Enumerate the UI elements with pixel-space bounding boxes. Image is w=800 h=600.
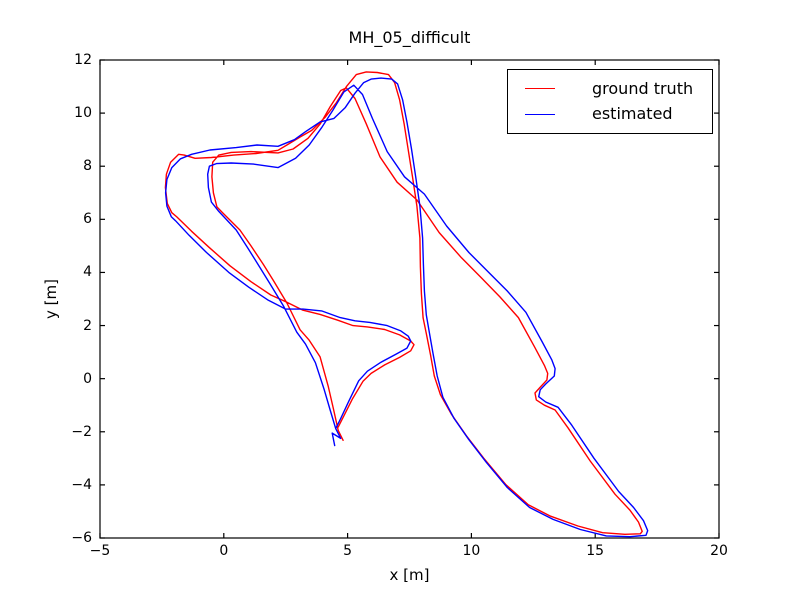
legend: ground truth estimated bbox=[507, 69, 713, 134]
y-tick-label-4: 4 bbox=[83, 264, 92, 281]
legend-item-ground-truth: ground truth bbox=[508, 80, 712, 98]
y-tick-label-10: 10 bbox=[74, 105, 92, 122]
x-tick-label--5: −5 bbox=[89, 543, 111, 559]
ground-truth-line bbox=[164, 71, 643, 535]
ground-truth-line-swatch bbox=[525, 88, 555, 90]
y-tick-label-2: 2 bbox=[83, 317, 92, 334]
tick-marks bbox=[99, 59, 720, 539]
x-tick-label-15: 15 bbox=[586, 543, 605, 559]
trajectory-lines bbox=[164, 71, 649, 538]
x-tick-label-20: 20 bbox=[710, 543, 728, 559]
y-tick-label--2: −2 bbox=[71, 423, 92, 440]
y-tick-label-8: 8 bbox=[83, 158, 92, 175]
chart-title: MH_05_difficult bbox=[348, 28, 471, 47]
x-tick-label-0: 0 bbox=[219, 543, 229, 559]
y-tick-label--6: −6 bbox=[71, 530, 92, 546]
x-tick-label-10: 10 bbox=[462, 543, 481, 559]
legend-label-estimated: estimated bbox=[592, 104, 673, 124]
y-tick-label-6: 6 bbox=[83, 211, 92, 228]
estimated-line bbox=[164, 77, 649, 538]
y-tick-label-0: 0 bbox=[83, 370, 92, 387]
y-tick-label-12: 12 bbox=[74, 52, 92, 68]
y-tick-label--4: −4 bbox=[71, 476, 92, 493]
legend-label-ground-truth: ground truth bbox=[592, 78, 694, 98]
x-axis-label: x [m] bbox=[389, 566, 430, 584]
plot-border bbox=[99, 59, 720, 539]
estimated-line-swatch bbox=[525, 113, 555, 115]
x-tick-label-5: 5 bbox=[343, 543, 353, 559]
legend-item-estimated: estimated bbox=[508, 105, 712, 123]
